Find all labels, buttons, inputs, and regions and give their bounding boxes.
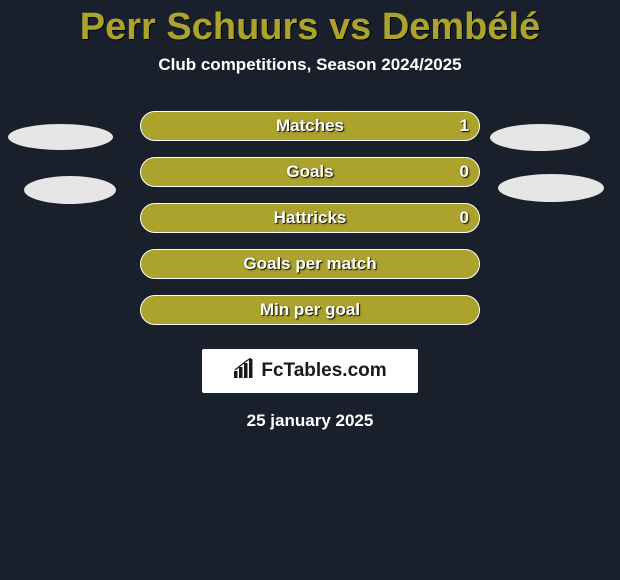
page-title: Perr Schuurs vs Dembélé [80,6,540,49]
stat-bar: Hattricks0 [140,203,480,233]
chart-icon [233,358,255,385]
stat-bar-value: 0 [460,162,469,182]
stat-bar: Goals0 [140,157,480,187]
logo-text: FcTables.com [261,360,386,382]
stat-bar: Goals per match [140,249,480,279]
stat-bar-label: Matches [141,116,479,136]
decorative-oval [24,176,116,204]
stat-bar: Min per goal [140,295,480,325]
page-subtitle: Club competitions, Season 2024/2025 [158,55,461,75]
stat-bar-label: Goals per match [141,254,479,274]
stat-bar: Matches1 [140,111,480,141]
infographic-root: Perr Schuurs vs Dembélé Club competition… [0,0,620,431]
logo-box: FcTables.com [202,349,418,393]
decorative-oval [490,124,590,151]
stat-bar-value: 0 [460,208,469,228]
decorative-oval [498,174,604,202]
stat-bar-value: 1 [460,116,469,136]
bar-row: Goals per match [0,241,620,287]
decorative-oval [8,124,113,150]
stat-bar-label: Min per goal [141,300,479,320]
date-label: 25 january 2025 [247,411,374,431]
bar-row: Min per goal [0,287,620,333]
stat-bar-label: Hattricks [141,208,479,228]
stat-bar-label: Goals [141,162,479,182]
